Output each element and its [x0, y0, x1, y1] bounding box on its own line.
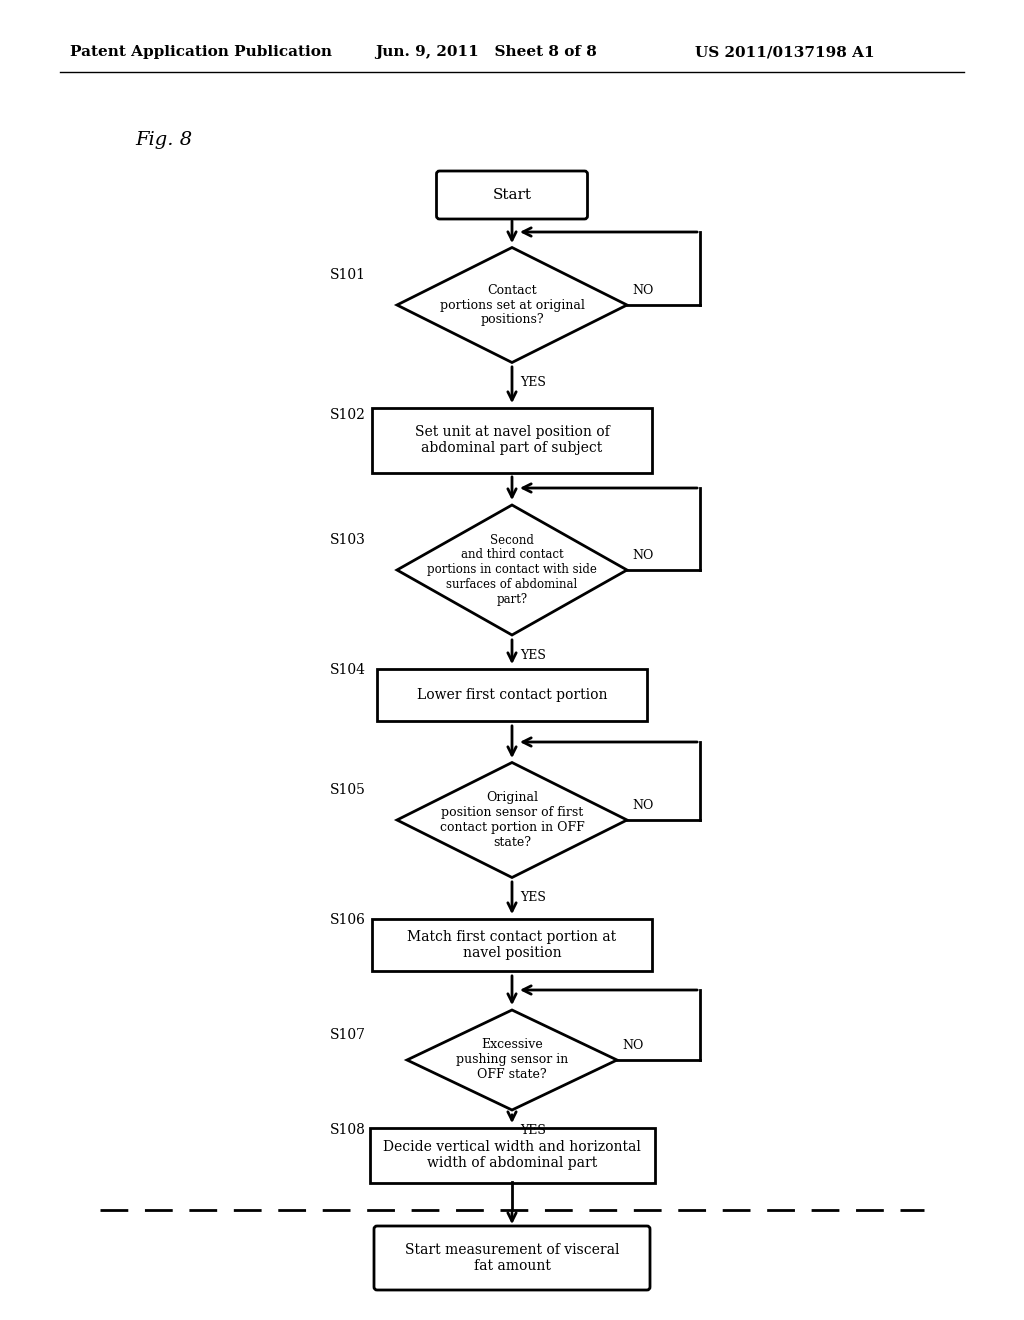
- Text: Fig. 8: Fig. 8: [135, 131, 193, 149]
- Bar: [370, 1127, 654, 1183]
- Text: S104: S104: [330, 663, 366, 677]
- Text: S108: S108: [330, 1123, 366, 1137]
- Text: Second
and third contact
portions in contact with side
surfaces of abdominal
par: Second and third contact portions in con…: [427, 533, 597, 606]
- Bar: [377, 669, 647, 721]
- Text: S106: S106: [330, 913, 366, 927]
- Text: S102: S102: [330, 408, 366, 422]
- Text: YES: YES: [520, 649, 546, 663]
- FancyBboxPatch shape: [436, 172, 588, 219]
- Text: NO: NO: [632, 549, 653, 562]
- Text: Start: Start: [493, 187, 531, 202]
- Text: NO: NO: [622, 1039, 643, 1052]
- Polygon shape: [407, 1010, 617, 1110]
- Polygon shape: [397, 506, 627, 635]
- Text: Original
position sensor of first
contact portion in OFF
state?: Original position sensor of first contac…: [439, 791, 585, 849]
- Text: Start measurement of visceral
fat amount: Start measurement of visceral fat amount: [404, 1243, 620, 1272]
- Text: Set unit at navel position of
abdominal part of subject: Set unit at navel position of abdominal …: [415, 425, 609, 455]
- Text: Patent Application Publication: Patent Application Publication: [70, 45, 332, 59]
- Text: NO: NO: [632, 799, 653, 812]
- Text: S105: S105: [330, 783, 366, 797]
- Text: S103: S103: [330, 533, 366, 546]
- Polygon shape: [397, 248, 627, 363]
- Text: Match first contact portion at
navel position: Match first contact portion at navel pos…: [408, 929, 616, 960]
- Text: YES: YES: [520, 1125, 546, 1137]
- Text: Decide vertical width and horizontal
width of abdominal part: Decide vertical width and horizontal wid…: [383, 1140, 641, 1170]
- Text: Lower first contact portion: Lower first contact portion: [417, 688, 607, 702]
- Text: YES: YES: [520, 891, 546, 904]
- Bar: [372, 408, 652, 473]
- Text: Contact
portions set at original
positions?: Contact portions set at original positio…: [439, 284, 585, 326]
- Text: US 2011/0137198 A1: US 2011/0137198 A1: [695, 45, 874, 59]
- Text: S101: S101: [330, 268, 366, 282]
- Text: YES: YES: [520, 376, 546, 389]
- Polygon shape: [397, 763, 627, 878]
- Text: Jun. 9, 2011   Sheet 8 of 8: Jun. 9, 2011 Sheet 8 of 8: [375, 45, 597, 59]
- Text: Excessive
pushing sensor in
OFF state?: Excessive pushing sensor in OFF state?: [456, 1039, 568, 1081]
- Text: S107: S107: [330, 1028, 366, 1041]
- FancyBboxPatch shape: [374, 1226, 650, 1290]
- Text: NO: NO: [632, 284, 653, 297]
- Bar: [372, 919, 652, 972]
